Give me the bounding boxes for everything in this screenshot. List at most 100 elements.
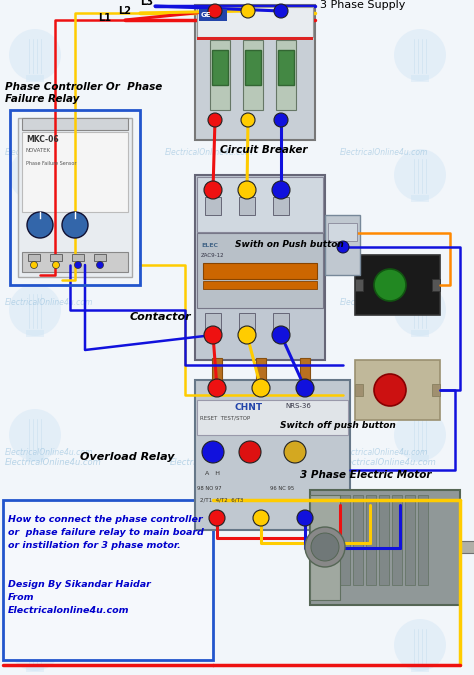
Bar <box>197 233 323 308</box>
Bar <box>379 495 389 585</box>
Text: ElectricalOnline4u.com: ElectricalOnline4u.com <box>5 503 93 512</box>
Bar <box>50 254 62 261</box>
Bar <box>276 40 296 110</box>
Bar <box>26 455 44 462</box>
Circle shape <box>253 510 269 526</box>
Bar <box>239 313 255 331</box>
Text: ElectricalOnline4u.com: ElectricalOnline4u.com <box>5 458 102 467</box>
Bar <box>310 490 460 605</box>
Bar <box>328 223 357 241</box>
Circle shape <box>305 527 345 567</box>
Text: 96 NC 95: 96 NC 95 <box>270 486 294 491</box>
Text: Phase Failure Sensor: Phase Failure Sensor <box>26 161 76 166</box>
Bar <box>411 575 429 582</box>
Bar <box>411 455 429 462</box>
Text: ElectricalOnline4u.com: ElectricalOnline4u.com <box>5 448 93 457</box>
Bar <box>366 495 376 585</box>
Bar <box>245 50 261 85</box>
Bar <box>418 495 428 585</box>
Bar <box>203 263 317 279</box>
Bar <box>26 330 44 337</box>
Text: A   H: A H <box>205 471 220 476</box>
Circle shape <box>9 529 61 581</box>
Circle shape <box>9 149 61 201</box>
Circle shape <box>272 181 290 199</box>
Text: ElectricalOnline4u.com: ElectricalOnline4u.com <box>340 148 428 157</box>
Circle shape <box>238 181 256 199</box>
Bar <box>26 75 44 82</box>
Bar <box>355 255 440 315</box>
Bar <box>72 254 84 261</box>
Circle shape <box>374 374 406 406</box>
Circle shape <box>97 261 103 269</box>
Circle shape <box>239 441 261 463</box>
Text: MKC-06: MKC-06 <box>26 135 59 144</box>
Text: 2/T1  4/T2  6/T3: 2/T1 4/T2 6/T3 <box>200 498 243 503</box>
Bar <box>432 384 440 396</box>
Text: ElectricalOnline4u.com: ElectricalOnline4u.com <box>340 458 437 467</box>
Bar <box>355 279 363 291</box>
Text: ElectricalOnline4u.com: ElectricalOnline4u.com <box>340 448 428 457</box>
Bar <box>205 313 221 331</box>
Text: L2: L2 <box>118 6 131 16</box>
Bar <box>212 358 222 386</box>
Bar <box>161 575 179 582</box>
Circle shape <box>274 4 288 18</box>
Text: Circuit Breaker: Circuit Breaker <box>220 145 308 155</box>
Bar <box>411 195 429 202</box>
Bar <box>355 384 363 396</box>
Bar <box>3 500 213 660</box>
Bar <box>26 575 44 582</box>
Bar <box>314 495 324 585</box>
Bar <box>212 50 228 85</box>
Bar <box>199 9 227 21</box>
Circle shape <box>53 261 60 269</box>
Circle shape <box>208 4 222 18</box>
Text: Phase Controller Or  Phase
Failure Relay: Phase Controller Or Phase Failure Relay <box>5 82 162 104</box>
Circle shape <box>202 441 224 463</box>
Bar <box>195 380 350 530</box>
Text: Switch off push button: Switch off push button <box>280 421 396 430</box>
Bar <box>197 37 313 40</box>
Circle shape <box>297 510 313 526</box>
Circle shape <box>208 379 226 397</box>
Text: Design By Sikandar Haidar
From
Electricalonline4u.com: Design By Sikandar Haidar From Electrica… <box>8 580 151 616</box>
Circle shape <box>62 212 88 238</box>
Circle shape <box>238 326 256 344</box>
Circle shape <box>209 510 225 526</box>
Text: L3: L3 <box>140 0 153 7</box>
Circle shape <box>274 113 288 127</box>
Circle shape <box>30 261 37 269</box>
Circle shape <box>74 261 82 269</box>
Text: CHNT: CHNT <box>235 403 263 412</box>
Circle shape <box>204 326 222 344</box>
Bar <box>411 75 429 82</box>
Circle shape <box>394 529 446 581</box>
Circle shape <box>394 149 446 201</box>
Bar <box>353 495 363 585</box>
Circle shape <box>208 113 222 127</box>
Bar <box>273 197 289 215</box>
Bar <box>22 132 128 212</box>
Text: Swith on Push button: Swith on Push button <box>235 240 344 249</box>
Text: ElectricalOnline4u.com: ElectricalOnline4u.com <box>340 503 428 512</box>
Bar <box>197 7 313 37</box>
Circle shape <box>9 284 61 336</box>
Bar <box>28 254 40 261</box>
Bar <box>26 195 44 202</box>
Circle shape <box>27 212 53 238</box>
Bar <box>210 40 230 110</box>
Bar <box>10 110 140 285</box>
Bar <box>22 252 128 272</box>
Text: ElectricalOnline4u.com: ElectricalOnline4u.com <box>340 298 428 307</box>
Bar <box>405 495 415 585</box>
Bar <box>273 313 289 331</box>
Bar <box>355 360 440 420</box>
Bar <box>197 400 348 435</box>
Text: GE: GE <box>201 12 211 18</box>
Circle shape <box>144 529 196 581</box>
Circle shape <box>394 619 446 671</box>
Bar <box>18 118 132 277</box>
Circle shape <box>252 379 270 397</box>
Text: ElectricalOnline4u.com: ElectricalOnline4u.com <box>5 298 93 307</box>
